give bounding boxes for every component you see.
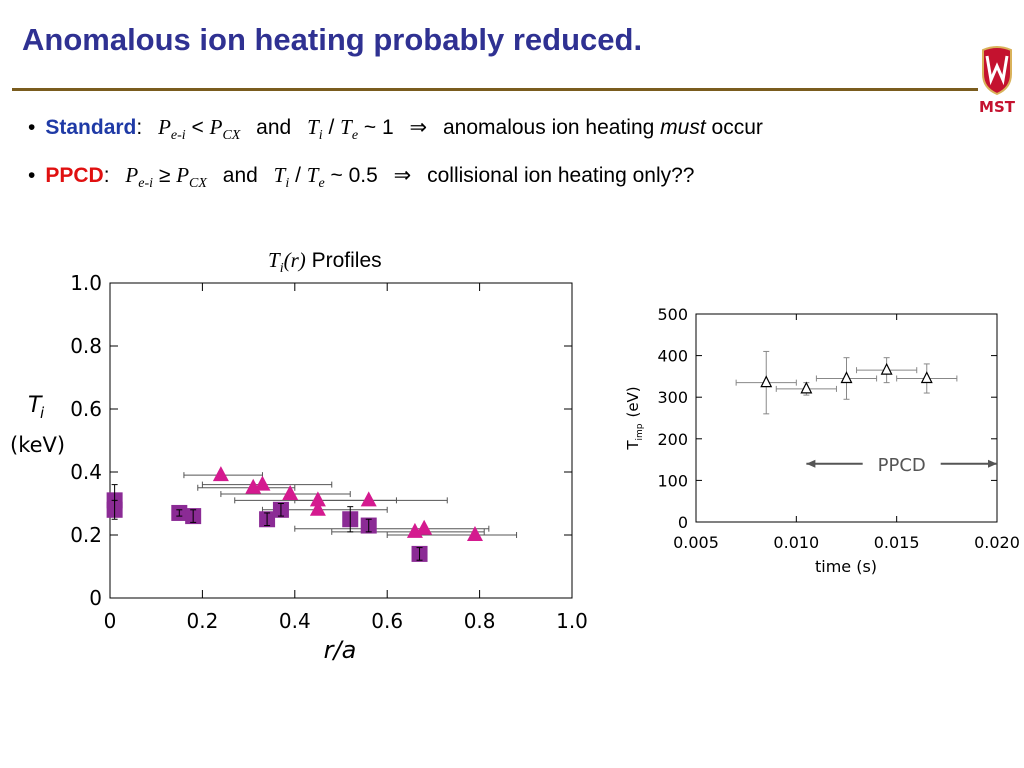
triangle-point [212,466,229,482]
triangle-point [360,491,377,507]
implies-arrow: ⇒ [409,116,428,139]
triangle-point [466,526,483,541]
y-tick-label: 400 [657,347,688,366]
y-tick-label: 300 [657,388,688,407]
open-triangle-point [800,381,813,394]
x-tick-label: 0.4 [279,609,311,633]
triangle-point [282,485,299,501]
y-tick-label: 0 [678,513,688,532]
ppcd-arrowhead-right [988,459,997,468]
triangle-point [254,475,271,491]
bullet-standard: • Standard: Pe-i < PCX and Ti / Te ~ 1 ⇒ … [28,115,763,143]
timp-time-chart: 0.005 0.010 0.015 0.020 0 100 200 300 400 500 PPC… [624,305,1020,576]
y-tick-label: 0.6 [70,397,102,421]
svg-text:Timp(eV): Timp(eV) [624,386,645,450]
y-axis-symbol: T [28,393,43,418]
implies-arrow: ⇒ [393,164,412,187]
y-axis-label: Timp(eV) [624,386,645,450]
x-tick-label: 0 [104,609,117,633]
x-axis-label: time (s) [815,557,877,576]
open-triangle-point [840,371,853,384]
plot-frame [695,313,998,523]
y-axis-unit: (keV) [10,433,65,457]
x-axis-label: r/a [324,636,357,664]
profiles-plot-title: Ti(r) Profiles [268,248,382,276]
open-triangle-point [880,362,893,375]
keyword-standard: Standard [45,116,137,139]
open-triangle-point [760,375,773,388]
triangle-point [309,491,326,507]
x-tick-label: 0.6 [371,609,403,633]
x-tick-label: 0.2 [186,609,218,633]
y-axis-symbol-sub: i [40,404,45,422]
x-tick-label: 0.010 [773,533,819,552]
y-tick-label: 500 [657,305,688,324]
ppcd-arrowhead-left [806,459,816,468]
open-triangle-point [920,371,933,384]
x-tick-label: 0.020 [974,533,1020,552]
mst-logo: MST [979,46,1016,116]
x-tick-label: 0.8 [464,609,496,633]
y-tick-label: 100 [657,471,688,490]
logo-text: MST [979,98,1016,116]
title-divider [12,88,978,91]
slide-title: Anomalous ion heating probably reduced. [22,22,643,57]
triangle-point [416,519,433,535]
y-tick-label: 0.2 [70,523,102,547]
bullet-ppcd: • PPCD: Pe-i ≥ PCX and Ti / Te ~ 0.5 ⇒ co… [28,163,695,191]
ti-profile-chart: 0 0.2 0.4 0.6 0.8 1.0 0 0.2 0.4 0.6 0.8 1.0 T i (ke… [10,271,588,664]
y-tick-label: 0.8 [70,334,102,358]
y-tick-label: 200 [657,430,688,449]
plot-frame [109,282,573,599]
y-tick-label: 0 [89,586,102,610]
ppcd-annotation: PPCD [878,455,926,476]
y-tick-label: 1.0 [70,271,102,295]
y-tick-label: 0.4 [70,460,102,484]
x-tick-label: 0.015 [874,533,920,552]
triangle-point [309,500,326,516]
x-tick-label: 0.005 [673,533,719,552]
keyword-ppcd: PPCD [45,164,104,187]
x-tick-label: 1.0 [556,609,588,633]
